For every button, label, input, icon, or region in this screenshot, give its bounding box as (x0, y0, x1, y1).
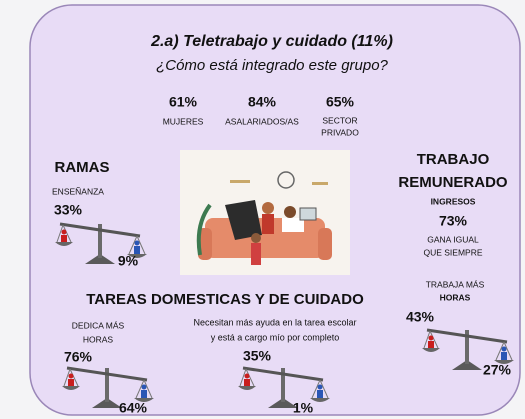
label: HORAS (440, 292, 471, 302)
stat-label: SECTOR (322, 115, 357, 125)
heading: RAMAS (55, 159, 110, 176)
percent: 76% (64, 349, 93, 365)
label: HORAS (83, 334, 114, 344)
label: DEDICA MÁS (72, 320, 125, 330)
percent: 33% (54, 202, 83, 218)
percent: 27% (483, 362, 512, 378)
label: INGRESOS (431, 196, 476, 206)
label: Necesitan más ayuda en la tarea escolar (193, 317, 356, 327)
stat-label: ASALARIADOS/AS (225, 116, 299, 126)
heading: TAREAS DOMESTICAS Y DE CUIDADO (86, 291, 364, 308)
percent: 43% (406, 309, 435, 325)
percent: 1% (293, 400, 314, 416)
subtitle: ¿Cómo está integrado este grupo? (156, 57, 388, 74)
stat-label: MUJERES (163, 116, 204, 126)
stat-value: 84% (248, 94, 277, 110)
percent: 9% (118, 253, 139, 269)
stat-value: 65% (326, 94, 355, 110)
label: GANA IGUAL (427, 234, 479, 244)
label: ENSEÑANZA (52, 186, 104, 196)
stat-label: PRIVADO (321, 127, 359, 137)
percent: 35% (243, 348, 272, 364)
heading: REMUNERADO (398, 174, 508, 191)
stat-value: 61% (169, 94, 198, 110)
heading: TRABAJO (417, 151, 490, 168)
title: 2.a) Teletrabajo y cuidado (11%) (150, 33, 393, 50)
percent: 64% (119, 400, 148, 416)
label: y está a cargo mío por completo (211, 332, 340, 342)
illustration (180, 150, 350, 275)
label: QUE SIEMPRE (423, 247, 482, 257)
percent: 73% (439, 213, 468, 229)
label: TRABAJA MÁS (426, 279, 485, 289)
